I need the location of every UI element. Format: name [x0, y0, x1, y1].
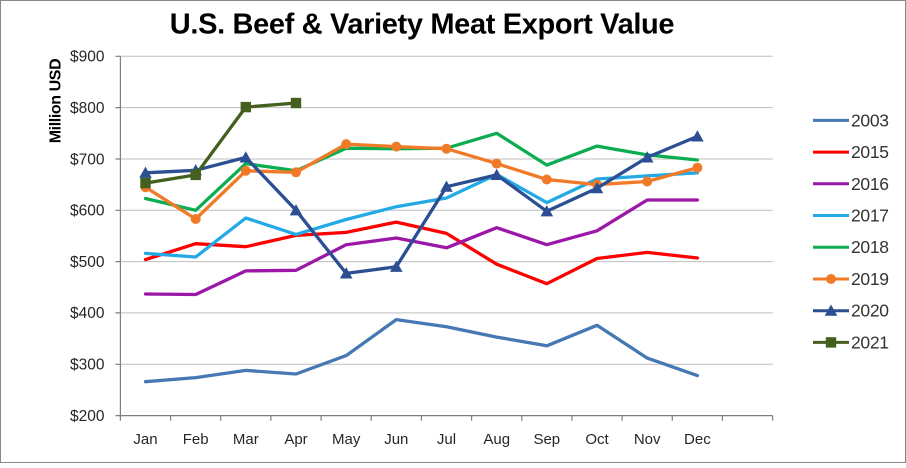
svg-text:$700: $700: [70, 151, 105, 168]
svg-text:2020: 2020: [851, 301, 889, 321]
svg-text:2015: 2015: [851, 142, 889, 162]
svg-text:2019: 2019: [851, 269, 889, 289]
svg-text:$300: $300: [70, 357, 105, 374]
svg-text:$200: $200: [70, 408, 105, 425]
svg-text:Dec: Dec: [684, 431, 711, 448]
svg-text:$400: $400: [70, 305, 105, 322]
svg-text:Aug: Aug: [483, 431, 510, 448]
svg-text:Apr: Apr: [284, 431, 307, 448]
svg-text:$500: $500: [70, 254, 105, 271]
svg-text:May: May: [332, 431, 361, 448]
svg-text:$800: $800: [70, 100, 105, 117]
svg-text:Jan: Jan: [133, 431, 157, 448]
svg-text:Million USD: Million USD: [48, 59, 65, 143]
svg-text:Sep: Sep: [533, 431, 560, 448]
svg-text:U.S. Beef & Variety Meat Expor: U.S. Beef & Variety Meat Export Value: [170, 8, 675, 40]
svg-text:Oct: Oct: [585, 431, 609, 448]
svg-text:2018: 2018: [851, 237, 889, 257]
svg-text:2003: 2003: [851, 110, 889, 130]
svg-text:Jun: Jun: [384, 431, 408, 448]
svg-text:2017: 2017: [851, 206, 889, 226]
svg-text:$600: $600: [70, 203, 105, 220]
svg-text:2016: 2016: [851, 174, 889, 194]
svg-text:Feb: Feb: [183, 431, 209, 448]
svg-text:Mar: Mar: [233, 431, 259, 448]
svg-text:Nov: Nov: [634, 431, 661, 448]
svg-text:Jul: Jul: [437, 431, 456, 448]
svg-text:2021: 2021: [851, 332, 889, 352]
svg-text:$900: $900: [70, 49, 105, 66]
